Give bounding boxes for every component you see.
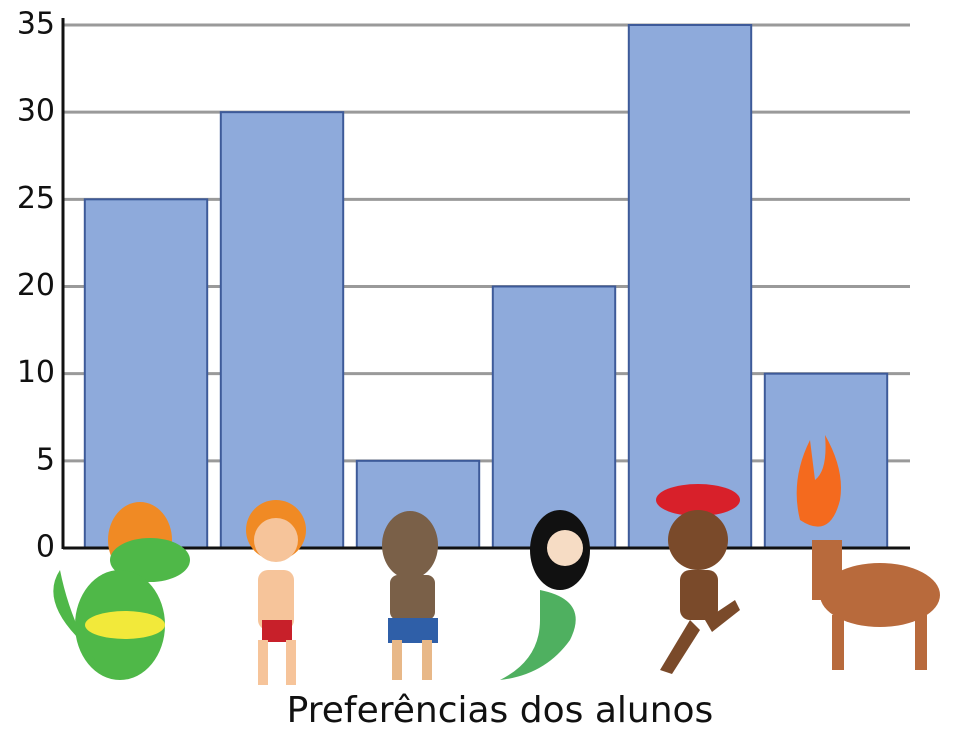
dragon [53,502,190,680]
saci [656,484,740,674]
bar [219,111,345,550]
y-tick-label: 0 [36,530,55,565]
bar [83,198,209,549]
y-tick-label: 20 [17,268,55,303]
chart-title: Preferências dos alunos [287,690,714,731]
y-tick-label: 5 [36,442,55,477]
bar [627,24,753,549]
bar [491,285,617,549]
y-tick-label: 10 [17,355,55,390]
plot-area [63,23,910,550]
boy [246,500,306,685]
y-tick-label: 25 [17,181,55,216]
y-tick-label: 35 [17,7,55,42]
mermaid [500,510,590,680]
illustrations [53,435,940,685]
werewolf [382,511,438,680]
y-tick-label: 30 [17,94,55,129]
headless-mule [796,435,940,670]
